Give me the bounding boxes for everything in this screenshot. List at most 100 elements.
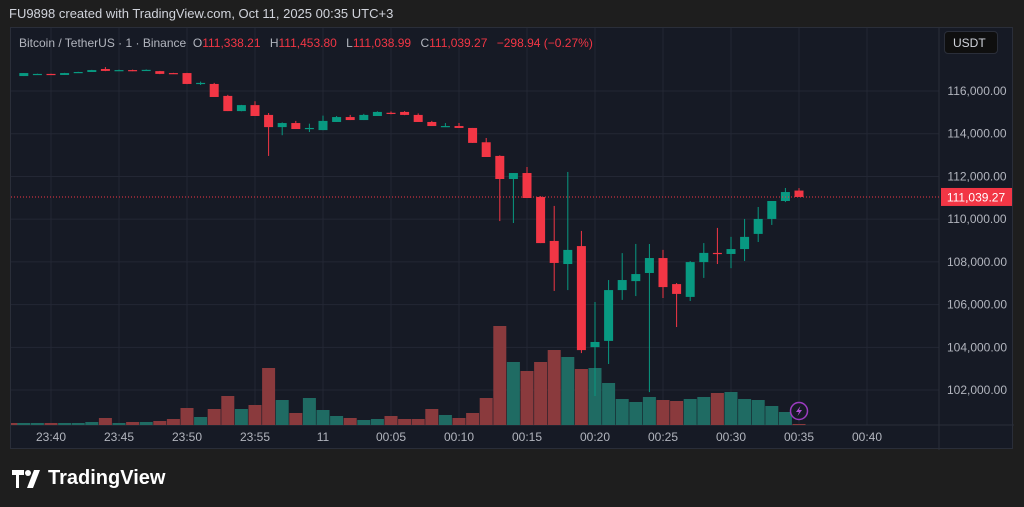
candle — [427, 120, 437, 127]
candle-body — [522, 173, 532, 199]
volume-bar — [370, 419, 384, 425]
candle-body — [400, 111, 410, 115]
candle — [32, 73, 42, 76]
candle — [332, 115, 342, 122]
time-tick-label: 00:40 — [852, 430, 882, 444]
volume-bar — [207, 409, 221, 425]
volume-bar — [588, 368, 602, 425]
candle-body — [32, 73, 42, 76]
candle-body — [753, 218, 763, 234]
candle-body — [277, 123, 287, 128]
volume-bar — [425, 409, 439, 425]
price-tick-label: 108,000.00 — [947, 255, 1007, 269]
volume-bar — [126, 422, 140, 425]
volume-bar — [683, 399, 697, 425]
time-tick-label: 23:55 — [240, 430, 270, 444]
candle — [780, 187, 790, 203]
candle-body — [155, 71, 165, 74]
candle — [468, 127, 478, 143]
time-tick-label: 11 — [317, 430, 330, 444]
symbol-label[interactable]: Bitcoin / TetherUS · 1 · Binance — [19, 36, 187, 50]
lightning-icon-bolt — [796, 406, 802, 416]
volume-bar — [547, 350, 561, 425]
candle — [46, 73, 56, 76]
volume-bar — [194, 417, 208, 425]
volume-bar — [751, 400, 765, 425]
candle — [196, 81, 206, 86]
candle-body — [87, 70, 97, 72]
candle — [685, 261, 695, 301]
candle — [318, 115, 328, 131]
candle-body — [495, 155, 505, 180]
close-label: C — [420, 36, 430, 50]
time-tick-label: 00:10 — [444, 430, 474, 444]
candle-body — [672, 284, 682, 294]
volume-bar — [724, 392, 738, 425]
volume-bar — [520, 371, 534, 425]
candle — [182, 72, 192, 85]
candle — [495, 155, 505, 222]
low-label: L — [346, 36, 353, 50]
candle — [209, 82, 219, 97]
candle — [73, 71, 83, 74]
volume-bar — [316, 410, 330, 425]
time-tick-label: 23:45 — [104, 430, 134, 444]
candle — [168, 72, 178, 75]
volume-bar — [153, 421, 167, 425]
candle-body — [209, 83, 219, 97]
candle-body — [590, 341, 600, 348]
candle — [19, 73, 29, 77]
volume-bar — [398, 419, 412, 425]
candle-body — [46, 73, 56, 76]
candle-body — [454, 126, 464, 128]
volume-bar — [411, 419, 425, 425]
time-tick-label: 00:20 — [580, 430, 610, 444]
candle-body — [332, 117, 342, 122]
volume-bar — [642, 397, 656, 425]
price-tick-label: 104,000.00 — [947, 340, 1007, 354]
price-tick-label: 110,000.00 — [947, 212, 1006, 226]
time-tick-label: 00:35 — [784, 430, 814, 444]
volume-bar — [506, 362, 520, 425]
volume-bar — [275, 400, 289, 425]
candle — [658, 249, 668, 298]
volume-bar — [629, 402, 643, 425]
candle — [644, 243, 654, 393]
volume-bar — [302, 398, 316, 425]
logo-text: TradingView — [48, 467, 166, 489]
volume-bar — [534, 362, 548, 425]
candle — [794, 188, 804, 197]
currency-button[interactable]: USDT — [944, 31, 998, 54]
candle-body — [644, 258, 654, 273]
volume-bar — [615, 399, 629, 425]
candle-body — [685, 262, 695, 297]
high-value: 111,453.80 — [278, 36, 337, 50]
candle-body — [604, 290, 614, 341]
volume-bar — [44, 423, 58, 425]
time-tick-label: 00:25 — [648, 430, 678, 444]
candle — [617, 253, 627, 300]
chart-pane[interactable]: 116,000.00 114,000.00 112,000.00 110,000.00… — [10, 27, 1014, 450]
candle-body — [508, 173, 518, 180]
candle-body — [168, 73, 178, 75]
tradingview-logo[interactable]: TradingView — [12, 467, 165, 490]
candle — [250, 101, 260, 116]
low-value: 111,038.99 — [352, 36, 412, 50]
candle — [264, 113, 274, 156]
candlestick-chart[interactable]: 116,000.00 114,000.00 112,000.00 110,000.00… — [11, 28, 1014, 450]
candle — [454, 123, 464, 128]
volume-bar — [248, 405, 262, 425]
candle-body — [413, 114, 423, 122]
candle-body — [304, 127, 314, 130]
time-tick-label: 00:15 — [512, 430, 542, 444]
candle — [712, 227, 722, 265]
volume-bar — [343, 418, 357, 425]
candle — [413, 113, 423, 122]
candle-body — [196, 82, 206, 85]
candle — [128, 69, 138, 72]
candle-body — [345, 117, 355, 121]
chart-credit: FU9898 created with TradingView.com, Oct… — [9, 6, 394, 21]
change-value: −298.94 (−0.27%) — [496, 36, 593, 50]
candle — [60, 72, 70, 75]
candle — [400, 111, 410, 116]
